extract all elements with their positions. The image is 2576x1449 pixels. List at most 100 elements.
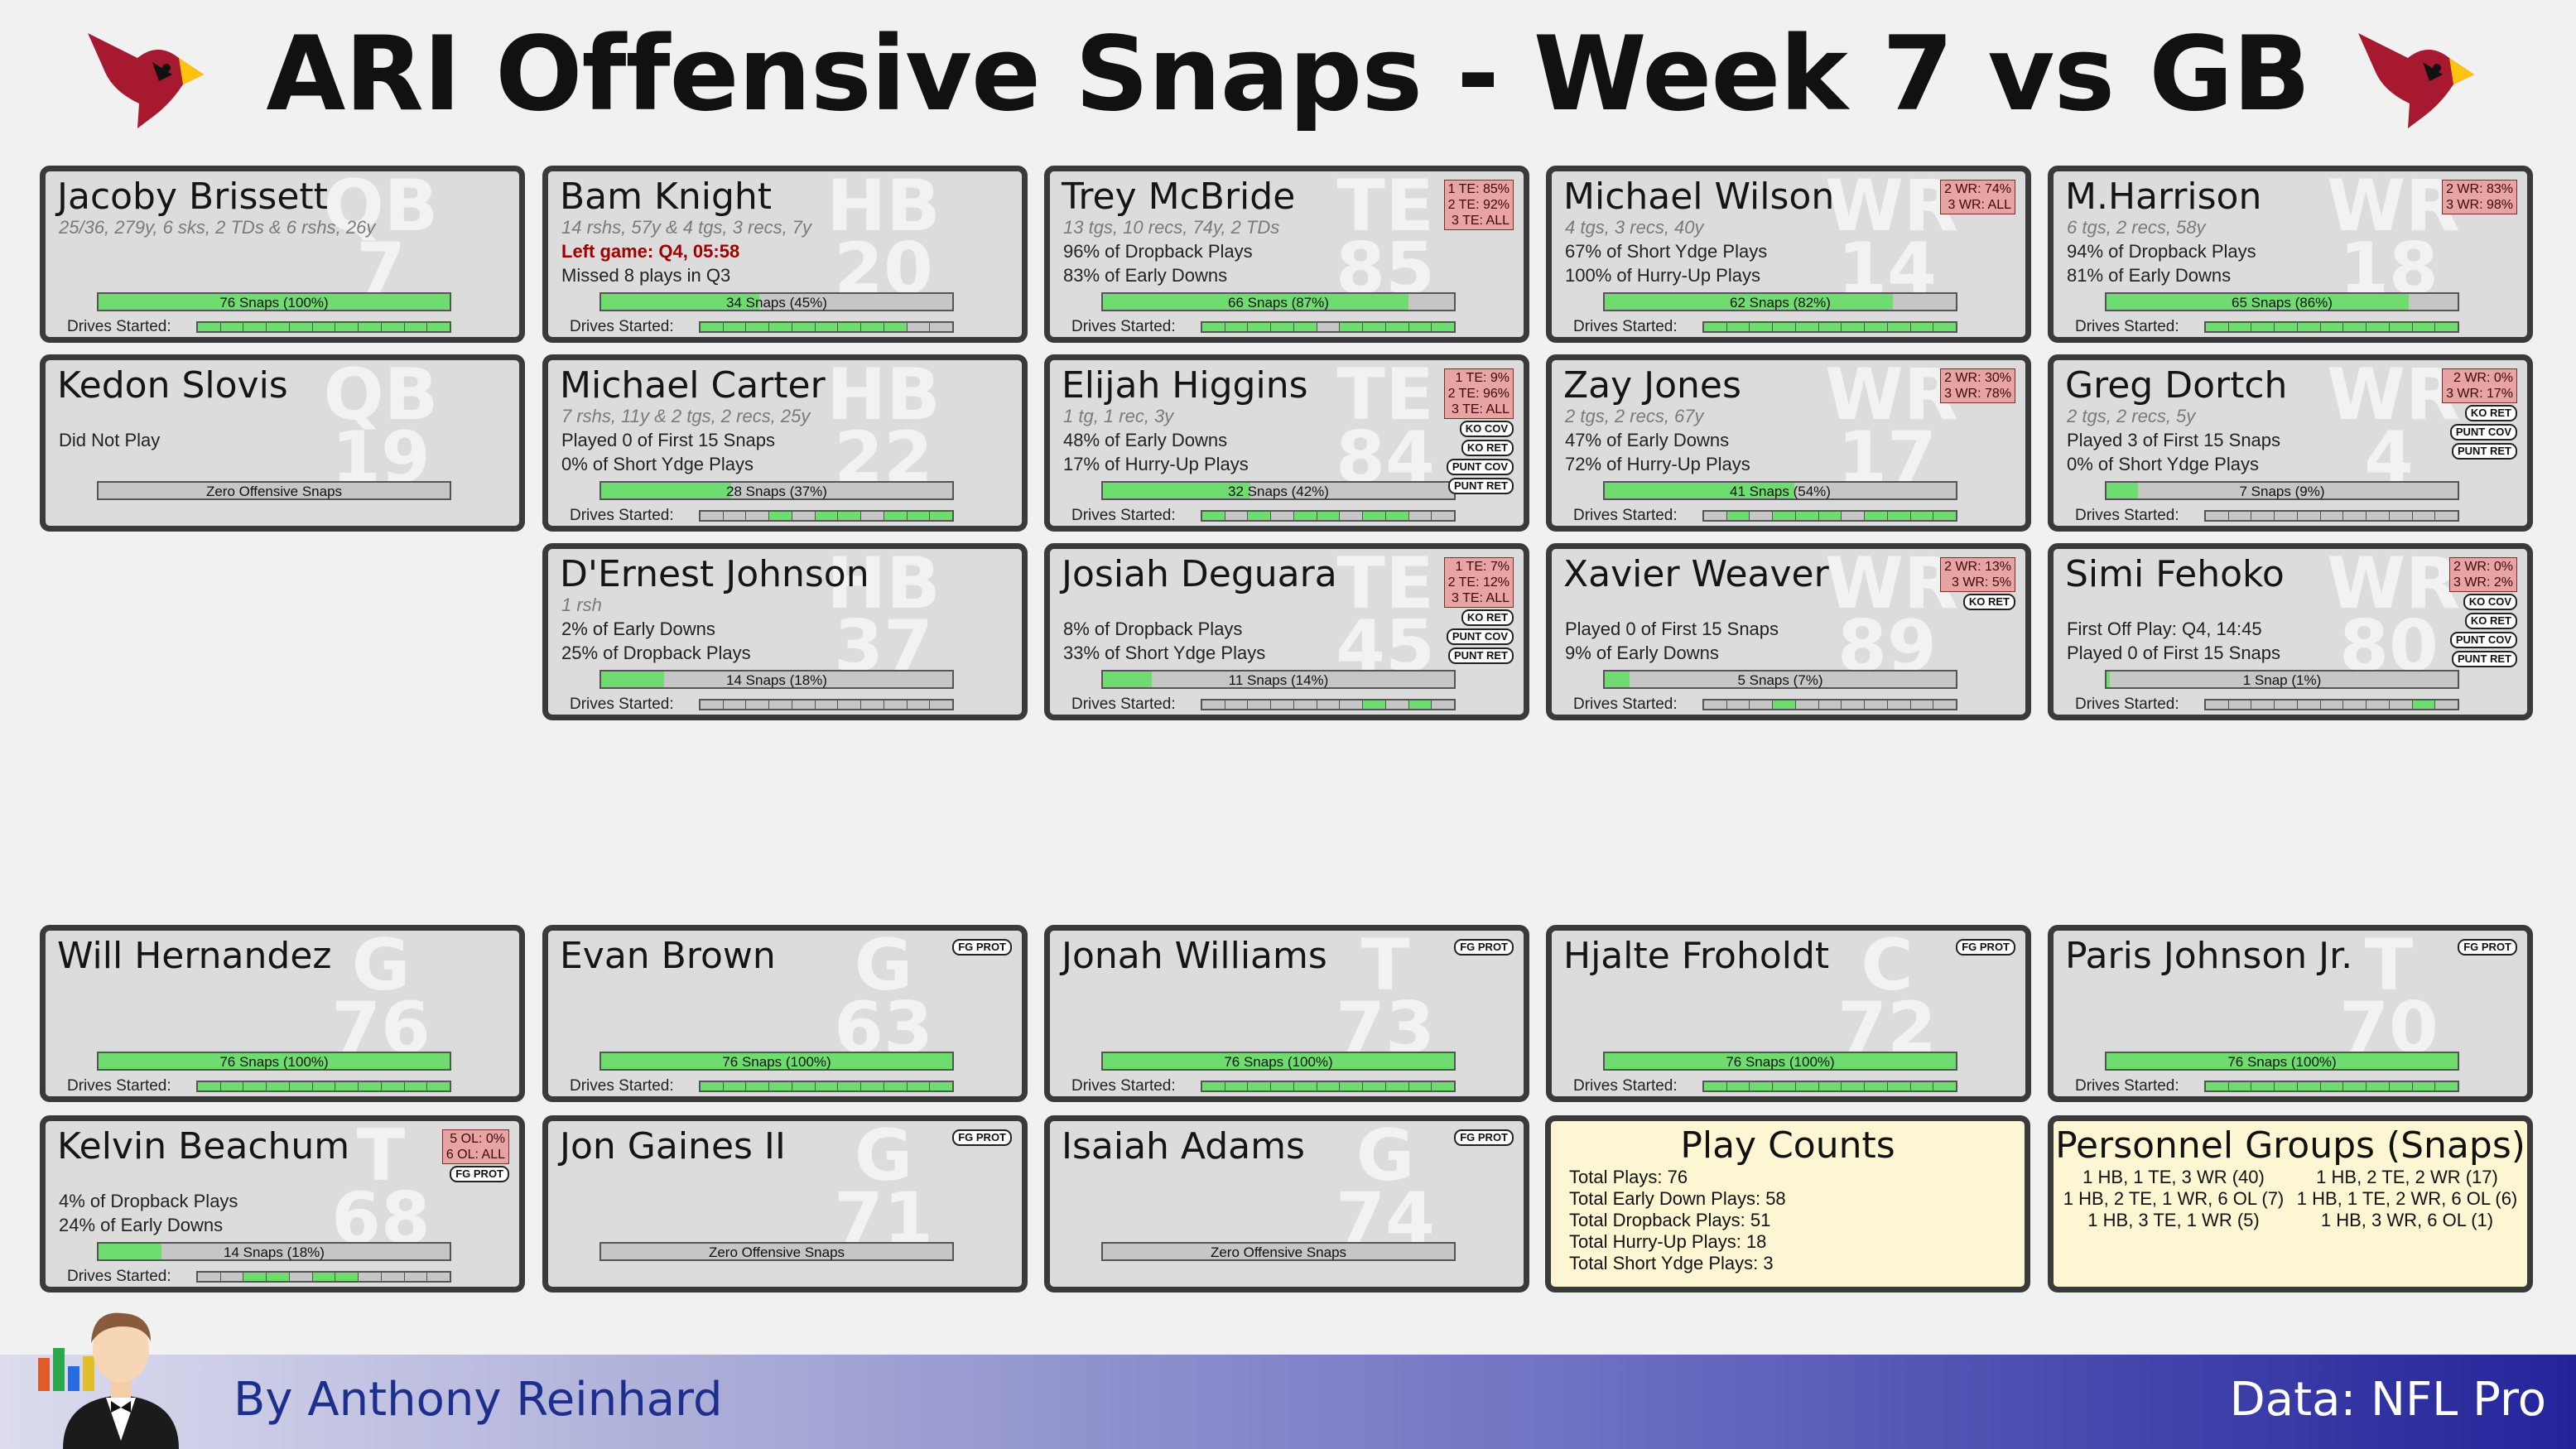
drive-cell — [1293, 512, 1317, 520]
drive-cell — [724, 700, 747, 709]
drive-cell — [1432, 512, 1454, 520]
drive-cell — [1294, 700, 1317, 709]
personnel-rate: 3 TE: ALL — [1452, 402, 1509, 416]
drive-cell — [930, 700, 952, 709]
special-teams-badge: FG PROT — [952, 1129, 1012, 1146]
drive-cell — [2412, 700, 2436, 709]
special-teams-badge: FG PROT — [1454, 1129, 1514, 1146]
drives-started-label: Drives Started: — [2075, 318, 2179, 335]
drive-cell — [930, 512, 953, 520]
drive-cell — [1225, 700, 1249, 709]
drives-started-track — [699, 1081, 954, 1092]
position-label: TE — [1336, 354, 1434, 436]
position-label: C — [1861, 925, 1914, 1007]
drive-cell — [1865, 323, 1888, 331]
drive-cell — [1704, 323, 1727, 331]
drive-cell — [1202, 1082, 1225, 1090]
player-name: Jon Gaines II — [560, 1125, 786, 1167]
snap-bar: Zero Offensive Snaps — [97, 481, 451, 500]
jersey-number: 22 — [834, 416, 933, 499]
drive-cell — [2435, 512, 2458, 520]
drive-cell — [2435, 323, 2458, 331]
player-name: D'Ernest Johnson — [560, 553, 869, 595]
drive-cell — [1727, 700, 1750, 709]
position-label: G — [854, 1115, 913, 1197]
drive-cell — [427, 1082, 450, 1090]
player-card: TE 45 Josiah Deguara 8% of Dropback Plays 33… — [1044, 543, 1529, 720]
drives-started-label: Drives Started: — [1071, 1077, 1176, 1095]
drive-cell — [1248, 512, 1272, 520]
position-watermark: TE 85 — [1323, 166, 1447, 305]
personnel-row: 1 HB, 1 TE, 3 WR (40) — [2082, 1167, 2265, 1187]
jersey-number: 19 — [331, 416, 431, 499]
drive-cell — [1887, 323, 1911, 331]
drive-cell — [1363, 700, 1386, 709]
snap-bar-fill — [2107, 483, 2139, 498]
stat-line: 14 rshs, 57y & 4 tgs, 3 recs, 7y — [561, 217, 812, 238]
player-card: WR 4 Greg Dortch 2 tgs, 2 recs, 5y Played 3 … — [2048, 354, 2533, 532]
snap-bar-fill — [1103, 483, 1251, 498]
jersey-number: 68 — [331, 1177, 431, 1260]
player-name: Bam Knight — [560, 176, 773, 218]
drive-cell — [1225, 1082, 1249, 1090]
drive-cell — [1363, 323, 1386, 331]
special-teams-badge: KO RET — [1962, 594, 2015, 610]
usage-line: 96% of Dropback Plays — [1063, 241, 1253, 262]
jersey-number: 20 — [834, 228, 933, 310]
snap-bar: 41 Snaps (54%) — [1603, 481, 1957, 500]
drive-cell — [2321, 512, 2344, 520]
drive-cell — [1704, 1082, 1727, 1090]
position-label: WR — [2327, 166, 2461, 248]
snap-bar: 28 Snaps (37%) — [599, 481, 954, 500]
drive-cell — [838, 1082, 862, 1090]
drive-cell — [1726, 512, 1750, 520]
usage-line: 100% of Hurry-Up Plays — [1565, 265, 1760, 286]
snap-count-label: 11 Snaps (14%) — [1228, 672, 1329, 688]
jersey-number: 76 — [331, 987, 431, 1070]
special-teams-badge: PUNT COV — [1446, 628, 1514, 645]
jersey-number: 89 — [1837, 605, 1937, 688]
jersey-number: 73 — [1336, 987, 1435, 1070]
drive-cell — [2206, 700, 2229, 709]
drive-cell — [359, 323, 382, 331]
jersey-number: 17 — [1837, 416, 1937, 499]
drive-cell — [861, 512, 884, 520]
snap-count-label: 41 Snaps (54%) — [1730, 484, 1831, 499]
drive-cell — [2275, 512, 2298, 520]
position-label: TE — [1336, 166, 1434, 248]
player-name: Simi Fehoko — [2065, 553, 2285, 595]
position-watermark: QB 19 — [319, 360, 443, 499]
drive-cell — [1340, 700, 1364, 709]
personnel-rate: 2 WR: 83% — [2446, 182, 2513, 196]
snap-bar: 5 Snaps (7%) — [1603, 670, 1957, 689]
usage-line: 17% of Hurry-Up Plays — [1063, 454, 1249, 474]
snap-bar: 7 Snaps (9%) — [2105, 481, 2459, 500]
drive-cell — [884, 512, 908, 520]
data-source: Data: NFL Pro — [2229, 1373, 2546, 1427]
special-teams-badges: KO COV KO RET PUNT COV PUNT RET — [1446, 421, 1514, 494]
personnel-rate: 2 WR: 74% — [1944, 182, 2011, 196]
drives-started-label: Drives Started: — [2075, 696, 2179, 713]
drive-cell — [2275, 1082, 2298, 1090]
personnel-row: 1 HB, 3 TE, 1 WR (5) — [2087, 1210, 2260, 1230]
drive-cell — [2343, 512, 2367, 520]
player-card: T 70 Paris Johnson Jr. 76 Snaps (100%) Drive… — [2048, 925, 2533, 1102]
play-count-row: Total Dropback Plays: 51 — [1569, 1210, 1771, 1230]
drive-cell — [381, 323, 405, 331]
drive-cell — [220, 1082, 244, 1090]
position-watermark: WR 80 — [2327, 549, 2460, 682]
drive-cell — [1842, 323, 1866, 331]
player-card: TE 84 Elijah Higgins 1 tg, 1 rec, 3y 48% of … — [1044, 354, 1529, 532]
position-watermark: C 72 — [1825, 925, 1949, 1064]
personnel-rate: 1 TE: 7% — [1455, 560, 1509, 574]
drive-cell — [2297, 323, 2321, 331]
position-label: HB — [826, 166, 941, 248]
usage-line: Did Not Play — [59, 430, 161, 450]
personnel-rate: 1 TE: 85% — [1447, 182, 1509, 196]
player-name: Michael Carter — [560, 364, 826, 407]
personnel-rate-box: 2 WR: 0% 3 WR: 2% — [2448, 557, 2517, 592]
player-name: Kelvin Beachum — [57, 1125, 350, 1167]
player-card: G 71 Jon Gaines II Zero Offensive Snaps FG P… — [542, 1115, 1028, 1293]
usage-line: Played 0 of First 15 Snaps — [1565, 619, 1779, 639]
drive-cell — [221, 1273, 244, 1281]
